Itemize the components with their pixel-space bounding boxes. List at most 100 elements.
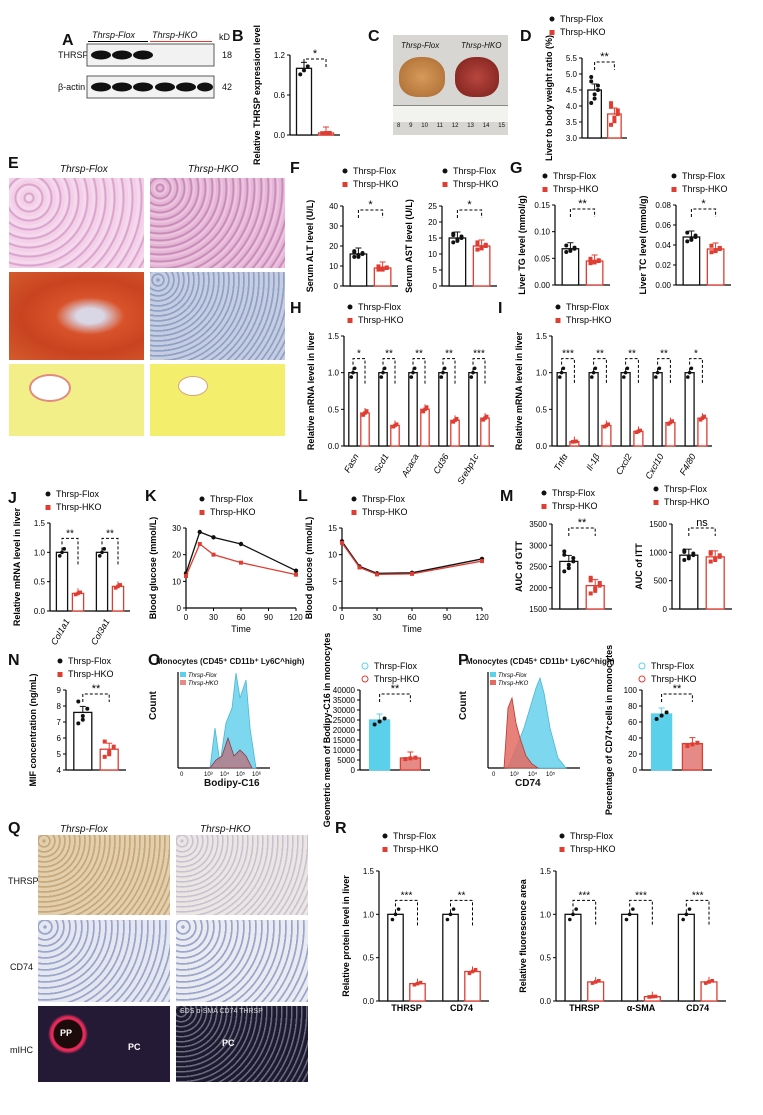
chart-p-bar: Thrsp-Flox Thrsp-HKO 0 20 40 60 80 100 Percentag… xyxy=(604,645,712,815)
significance-bracket xyxy=(689,358,703,385)
data-point xyxy=(561,366,566,371)
legend-label: Thrsp-Flox xyxy=(210,494,254,504)
y-tick-label: 5 xyxy=(57,750,62,759)
y-tick-label: 0.06 xyxy=(655,221,671,230)
legend-label: Thrsp-Flox xyxy=(552,488,596,498)
legend-label: Thrsp-HKO xyxy=(553,184,599,194)
data-point xyxy=(239,560,243,565)
flow-legend: Thrsp-HKO xyxy=(498,681,529,687)
ihc-thrsp-flox xyxy=(38,835,170,915)
bar xyxy=(464,970,481,1002)
data-point xyxy=(78,590,83,595)
y-tick-label: 0 xyxy=(351,766,356,775)
data-point xyxy=(475,241,480,246)
legend-marker xyxy=(351,496,357,502)
legend-marker xyxy=(559,847,565,852)
x-tick-label: Scd1 xyxy=(372,452,391,475)
data-point xyxy=(459,236,464,240)
data-point xyxy=(664,710,669,715)
data-point xyxy=(592,96,597,101)
legend-marker xyxy=(653,500,659,505)
data-point xyxy=(475,247,480,252)
data-point xyxy=(381,370,385,375)
data-point xyxy=(704,981,708,985)
data-point xyxy=(612,115,617,120)
significance-bracket xyxy=(568,527,596,536)
significance-label: * xyxy=(313,48,318,60)
y-tick-label: 1500 xyxy=(529,605,547,614)
y-tick-label: 0.5 xyxy=(34,578,46,587)
legend-marker xyxy=(559,833,565,839)
legend-label: Thrsp-HKO xyxy=(358,315,404,325)
bar xyxy=(73,711,93,771)
bar xyxy=(564,913,582,1002)
data-point xyxy=(654,375,658,379)
y-tick-label: 0.04 xyxy=(655,241,671,250)
legend-label: Thrsp-Flox xyxy=(374,661,418,671)
data-point xyxy=(568,248,573,253)
significance-bracket xyxy=(661,693,693,702)
data-point xyxy=(455,238,460,243)
x-tick-label: Cxcl2 xyxy=(614,452,634,476)
data-point xyxy=(638,428,642,433)
divider xyxy=(150,41,212,42)
chart-b: 0.0 0.6 1.2 Relative THRSP expression level… xyxy=(252,25,340,165)
bar xyxy=(706,248,725,286)
bar xyxy=(679,554,699,610)
x-tick-label: Srebp1c xyxy=(455,452,481,486)
data-point xyxy=(687,907,692,911)
x-tick-label: CD74 xyxy=(450,1003,473,1013)
data-point xyxy=(351,370,355,375)
chart-l: Thrsp-Flox Thrsp-HKO 0 5 10 15 Blood glucose (… xyxy=(304,494,489,634)
data-point xyxy=(593,586,598,591)
data-point xyxy=(352,254,357,259)
data-point xyxy=(707,980,711,984)
significance-label: ** xyxy=(106,528,114,539)
bar xyxy=(295,67,313,136)
data-point xyxy=(606,422,610,427)
data-point xyxy=(413,755,418,760)
y-tick-label: 1.5 xyxy=(34,519,46,528)
legend-marker xyxy=(57,672,63,677)
legend-marker xyxy=(549,30,555,35)
x-tick-label: Tnfα xyxy=(552,451,570,472)
data-point xyxy=(597,583,602,588)
x-axis-label: Time xyxy=(231,624,251,634)
y-tick-label: 20 xyxy=(329,242,338,251)
legend-marker xyxy=(342,182,348,187)
panel-label: L xyxy=(298,488,308,505)
data-point xyxy=(211,535,216,540)
legend-marker xyxy=(199,510,205,515)
x-tick-label: α-SMA xyxy=(627,1003,656,1013)
data-point xyxy=(60,550,64,555)
chart-f-alt: Thrsp-Flox Thrsp-HKO 0 10 20 30 40 Serum ALT le… xyxy=(305,166,399,292)
bar xyxy=(697,417,708,447)
data-point xyxy=(184,574,188,578)
legend-marker xyxy=(542,187,548,192)
data-point xyxy=(377,719,382,724)
legend-label: Thrsp-Flox xyxy=(362,494,406,504)
data-point xyxy=(471,370,475,375)
legend-marker xyxy=(541,490,547,496)
significance-label: ** xyxy=(628,349,636,360)
significance-bracket xyxy=(569,208,596,217)
y-tick-label: 5 xyxy=(433,266,438,275)
data-point xyxy=(441,370,445,375)
panel-label: E xyxy=(8,155,19,172)
data-point xyxy=(717,247,722,251)
y-axis-label: Relative protein level in liver xyxy=(341,875,351,997)
data-point xyxy=(597,978,601,983)
y-axis-label: Relative mRNA level in liver xyxy=(12,507,22,626)
panel-label: K xyxy=(145,488,157,505)
y-axis-label: Relative fluorescence area xyxy=(518,878,528,993)
y-tick-label: 10 xyxy=(428,250,437,259)
legend-marker xyxy=(442,182,448,187)
flow-tick: 0 xyxy=(180,772,184,778)
bar xyxy=(99,748,119,771)
panel-label: O xyxy=(148,652,161,669)
data-point xyxy=(454,416,459,421)
data-point xyxy=(372,722,377,727)
bar xyxy=(442,913,459,1002)
y-tick-label: 10000 xyxy=(333,746,356,755)
bar xyxy=(700,981,718,1002)
